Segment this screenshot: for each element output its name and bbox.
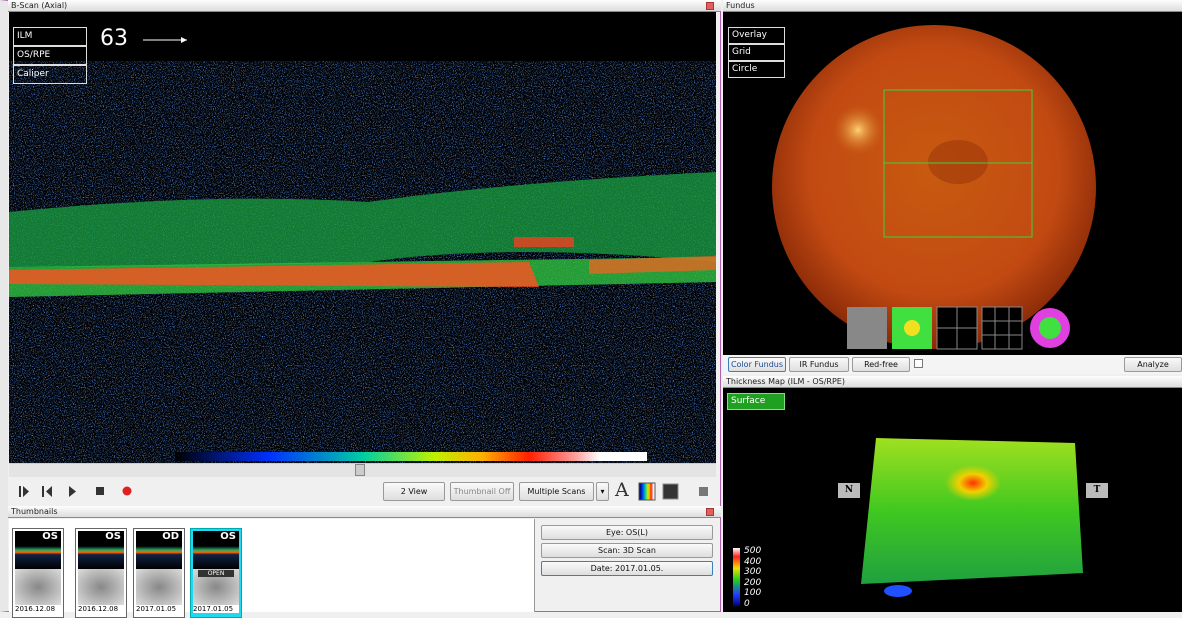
font-button[interactable]: A [615, 479, 629, 501]
bscan-image [9, 12, 716, 463]
thumbnail-off-button[interactable]: Thumbnail Off [450, 482, 514, 501]
slice-number: 63 [100, 26, 128, 51]
overlay-button[interactable]: Overlay [728, 27, 785, 44]
toolbar [19, 482, 708, 501]
mode-button[interactable] [699, 487, 708, 496]
palette-button[interactable] [638, 482, 656, 501]
grid-lines [937, 307, 1022, 349]
thumb-scan: OS [15, 531, 61, 569]
thumb-fundus: OPEN [193, 569, 239, 605]
temporal-marker: T [1086, 483, 1108, 498]
surface-plot [733, 438, 1083, 606]
oct-scan [9, 37, 716, 461]
dropdown[interactable]: ▾ [596, 482, 609, 501]
multiple-scans-button[interactable]: Multiple Scans [519, 482, 594, 501]
surface-peak [945, 465, 1001, 501]
panel-title: B-Scan (Axial) [8, 0, 721, 12]
notch [1048, 37, 1075, 62]
scale-label: 0 [744, 599, 750, 609]
surface [861, 438, 1083, 584]
gray-button[interactable] [662, 483, 679, 500]
thumb-eye: OS [42, 531, 58, 542]
thumbnail[interactable]: OS 2016.12.08 [12, 528, 64, 618]
mode-button[interactable]: Red-free [852, 357, 910, 372]
stop-button[interactable] [96, 487, 104, 495]
thumb-fundus [136, 569, 182, 605]
layer-button[interactable]: OS/RPE [13, 46, 87, 65]
overlay-button[interactable]: Grid [728, 44, 785, 61]
thumb-eye: OS [105, 531, 121, 542]
etdrs-inner [1039, 317, 1061, 339]
scale-label: 200 [744, 577, 762, 588]
scale-label: 500 [744, 546, 762, 556]
info-button[interactable]: Scan: 3D Scan [541, 543, 713, 558]
thumb-scan: OS [78, 531, 124, 569]
scale-label: 300 [744, 567, 762, 578]
optic-disc [833, 105, 883, 155]
thumb-eye: OS [220, 531, 236, 542]
thumbnail[interactable]: OS 2016.12.08 [75, 528, 127, 618]
thumb-fundus [15, 569, 61, 605]
close-button[interactable] [706, 2, 714, 10]
macula [928, 140, 988, 184]
retina [772, 25, 1096, 349]
mode-button[interactable]: IR Fundus [789, 357, 849, 372]
rpe-highlight [589, 256, 716, 274]
fundus-view [723, 12, 1182, 355]
thumb-eye: OD [162, 531, 179, 542]
layer-button[interactable]: ILM [13, 27, 87, 46]
checkbox[interactable] [914, 359, 923, 368]
panel-title: Fundus [723, 0, 1182, 12]
info-button[interactable]: Date: 2017.01.05. [541, 561, 713, 576]
scale-label: 100 [744, 588, 762, 599]
fundus-image [772, 25, 1096, 350]
surface-button[interactable]: Surface [727, 393, 785, 410]
lesion [514, 237, 574, 247]
record-button[interactable] [122, 486, 132, 496]
panel-title: Thickness Map (ILM - OS/RPE) [723, 376, 1182, 388]
grid-thumb[interactable] [981, 306, 1023, 350]
thumb-scan: OS [193, 531, 239, 569]
thumb-date: 2016.12.08 [78, 605, 124, 613]
ir-thumb[interactable] [847, 307, 887, 349]
color-scale [175, 452, 647, 461]
thumb-scan: OD [136, 531, 182, 569]
thumb-date: 2017.01.05 [193, 605, 239, 613]
rpe-highlight [9, 262, 539, 287]
panel-title: Thumbnails [8, 506, 721, 518]
scale-label: 400 [744, 556, 762, 567]
thumbnail[interactable]: OD 2017.01.05 [133, 528, 185, 618]
layer-button[interactable]: Caliper [13, 65, 87, 84]
thickness-view [723, 388, 1182, 612]
arrow-head [181, 37, 187, 43]
thumb-date: 2017.01.05 [136, 605, 182, 613]
colorbar [733, 548, 740, 606]
step-end-button[interactable] [19, 486, 29, 497]
thumb-date: 2016.12.08 [15, 605, 61, 613]
nasal-marker: N [838, 483, 860, 498]
overlay-button[interactable]: Circle [728, 61, 785, 78]
surface-dip [884, 585, 912, 597]
thumbnail[interactable]: OS OPEN 2017.01.05 [190, 528, 242, 618]
scroll-thumb[interactable] [355, 464, 365, 476]
thumb-fundus [78, 569, 124, 605]
map-center [904, 320, 920, 336]
analyze-button[interactable]: Analyze [1124, 357, 1182, 372]
mode-button[interactable]: Color Fundus [728, 357, 786, 372]
step-back-button[interactable] [42, 486, 52, 497]
thumb-badge: OPEN [198, 570, 234, 577]
play-button[interactable] [69, 486, 76, 497]
info-button[interactable]: Eye: OS(L) [541, 525, 713, 540]
close-button[interactable] [706, 508, 714, 516]
two-view-button[interactable]: 2 View [383, 482, 445, 501]
